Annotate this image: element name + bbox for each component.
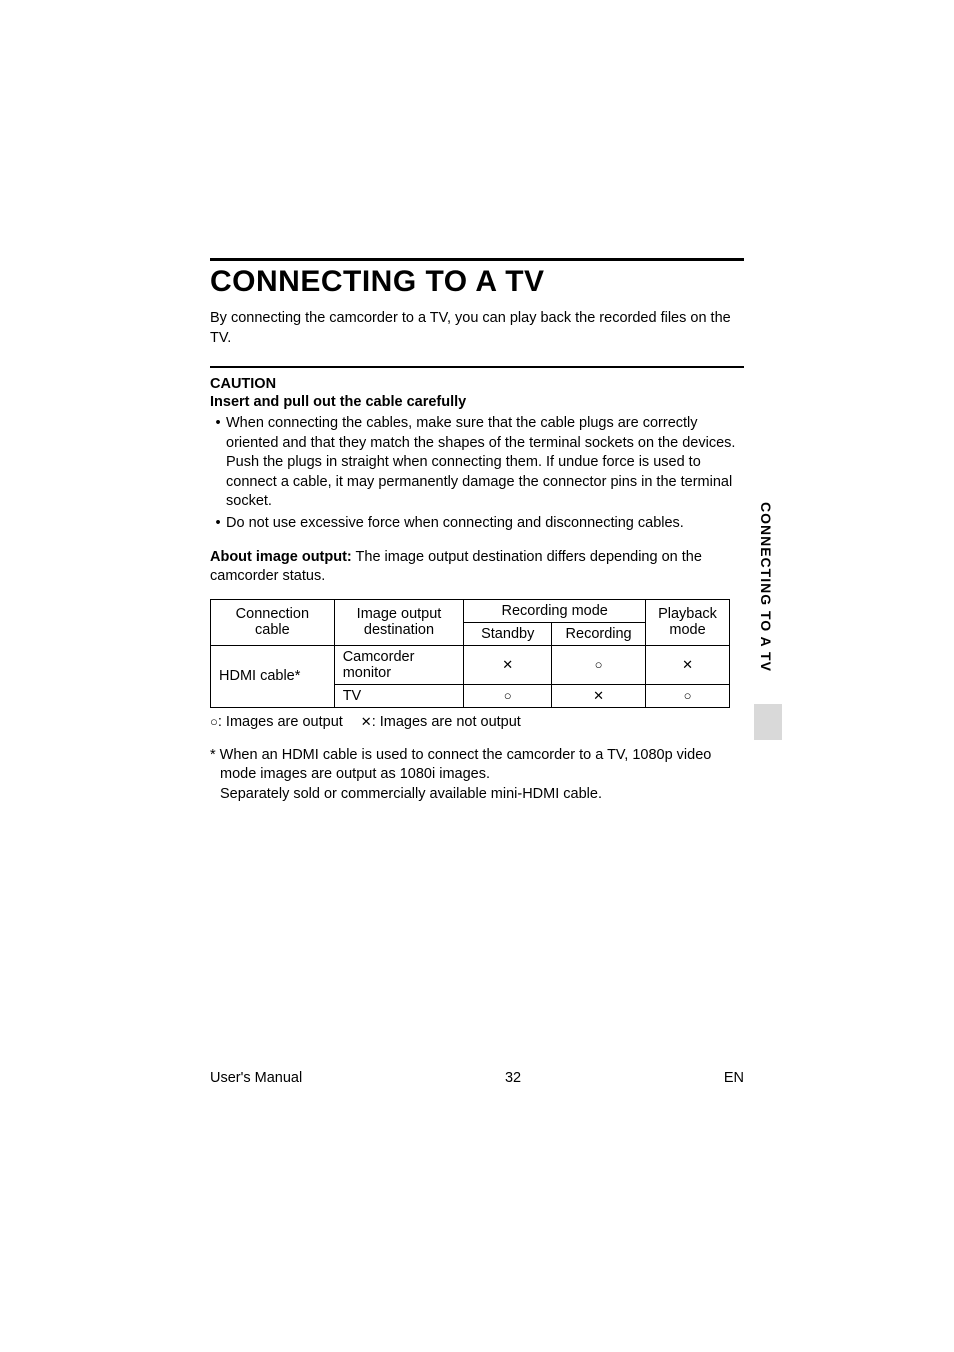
th-connection-l1: Connection	[236, 606, 309, 622]
footer-page-number: 32	[505, 1070, 521, 1086]
legend: ○: Images are output ✕: Images are not ou…	[210, 714, 744, 730]
bullet-dot-icon: •	[210, 414, 226, 512]
page: CONNECTING TO A TV By connecting the cam…	[0, 0, 954, 1352]
bullet-item: • When connecting the cables, make sure …	[210, 414, 744, 512]
th-recording-mode: Recording mode	[464, 599, 646, 622]
caution-sub: Insert and pull out the cable carefully	[210, 394, 744, 410]
td-val: ✕	[464, 645, 552, 684]
caution-head: CAUTION	[210, 376, 744, 392]
td-cable: HDMI cable*	[211, 645, 335, 707]
table-header-row: Connection cable Image output destinatio…	[211, 599, 730, 622]
rule-top	[210, 258, 744, 261]
th-recording: Recording	[552, 622, 646, 645]
td-val: ○	[464, 684, 552, 707]
circle-icon: ○	[210, 714, 218, 729]
x-icon: ✕	[593, 688, 604, 703]
bullet-dot-icon: •	[210, 514, 226, 534]
table-row: HDMI cable* Camcorder monitor ✕ ○ ✕	[211, 645, 730, 684]
about-output: About image output: The image output des…	[210, 548, 744, 587]
about-label: About image output:	[210, 549, 352, 565]
footer-lang: EN	[724, 1070, 744, 1086]
td-val: ○	[646, 684, 730, 707]
circle-icon: ○	[595, 657, 603, 672]
side-section-label: CONNECTING TO A TV	[758, 502, 774, 672]
td-dest-l2: monitor	[343, 665, 391, 681]
th-dest-l2: destination	[364, 622, 434, 638]
x-icon: ✕	[361, 714, 372, 729]
td-val: ✕	[646, 645, 730, 684]
side-tab: CONNECTING TO A TV	[758, 502, 778, 677]
th-connection: Connection cable	[211, 599, 335, 645]
th-standby: Standby	[464, 622, 552, 645]
rule-caution	[210, 366, 744, 368]
caution-bullets: • When connecting the cables, make sure …	[210, 414, 744, 533]
th-destination: Image output destination	[334, 599, 464, 645]
bullet-item: • Do not use excessive force when connec…	[210, 514, 744, 534]
td-dest-monitor: Camcorder monitor	[334, 645, 464, 684]
intro-text: By connecting the camcorder to a TV, you…	[210, 309, 744, 348]
legend-notout: : Images are not output	[372, 714, 521, 730]
side-tab-marker	[754, 704, 782, 740]
x-icon: ✕	[682, 657, 693, 672]
td-val: ○	[552, 645, 646, 684]
td-dest-tv: TV	[334, 684, 464, 707]
th-play-l2: mode	[669, 622, 705, 638]
circle-icon: ○	[684, 688, 692, 703]
td-dest-l1: Camcorder	[343, 649, 415, 665]
footnote-1: * When an HDMI cable is used to connect …	[210, 746, 744, 785]
th-connection-l2: cable	[255, 622, 290, 638]
th-dest-l1: Image output	[357, 606, 442, 622]
bullet-text: Do not use excessive force when connecti…	[226, 514, 744, 534]
td-val: ✕	[552, 684, 646, 707]
x-icon: ✕	[502, 657, 513, 672]
page-title: CONNECTING TO A TV	[210, 265, 744, 299]
footnote-2: Separately sold or commercially availabl…	[210, 785, 744, 805]
legend-out: : Images are output	[218, 714, 343, 730]
footer-left: User's Manual	[210, 1070, 302, 1086]
footer: User's Manual 32 EN	[210, 1070, 744, 1086]
circle-icon: ○	[504, 688, 512, 703]
output-table: Connection cable Image output destinatio…	[210, 599, 730, 708]
th-play-l1: Playback	[658, 606, 717, 622]
th-playback: Playback mode	[646, 599, 730, 645]
bullet-text: When connecting the cables, make sure th…	[226, 414, 744, 512]
